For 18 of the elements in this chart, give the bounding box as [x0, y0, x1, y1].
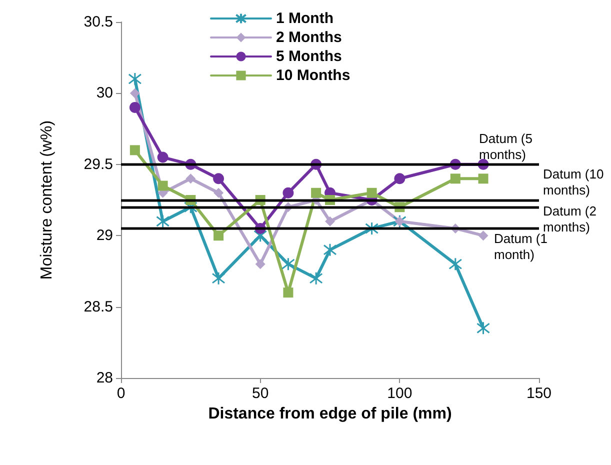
y-tick-label: 28.5: [84, 298, 113, 316]
y-tick-label: 30: [96, 84, 113, 102]
x-tick-label: 0: [116, 385, 126, 402]
x-tick-label: 150: [526, 385, 552, 402]
legend-label: 5 Months: [276, 48, 342, 65]
y-tick-label: 28: [96, 370, 113, 386]
ref-line-label: Datum (10 months): [543, 166, 608, 198]
ref-line-label: Datum (5 months): [479, 130, 536, 162]
y-axis-title: Moisture content (w%): [38, 120, 56, 280]
legend-label: 2 Months: [276, 29, 342, 46]
legend-label: 1 Month: [276, 10, 334, 27]
x-tick-label: 100: [387, 385, 412, 402]
y-tick-label: 29: [96, 227, 113, 244]
legend-label: 10 Months: [276, 67, 350, 84]
x-axis-title: Distance from edge of pile (mm): [208, 405, 452, 422]
y-tick-label: 30.5: [84, 14, 113, 30]
y-tick-label: 29.5: [84, 156, 113, 173]
x-tick-label: 50: [252, 385, 269, 402]
